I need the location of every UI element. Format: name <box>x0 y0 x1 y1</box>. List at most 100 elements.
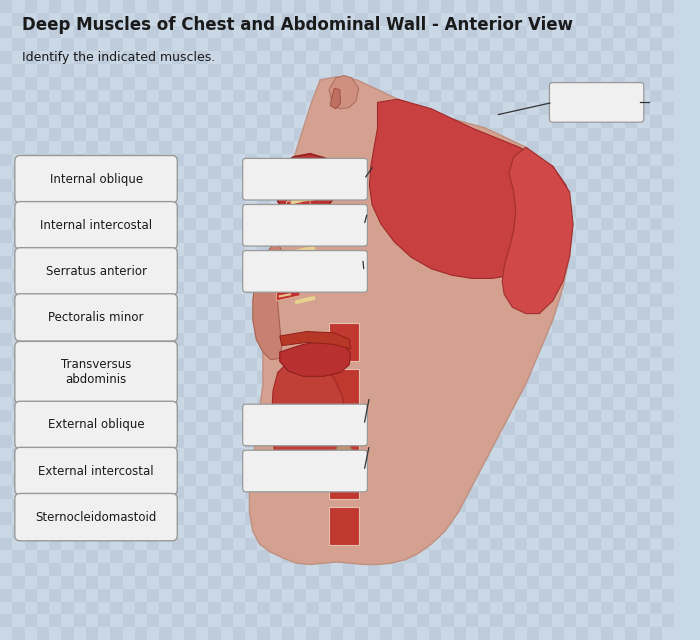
Bar <box>625 474 638 486</box>
Bar <box>307 218 319 230</box>
Bar <box>539 179 552 192</box>
Bar <box>160 218 172 230</box>
Bar <box>441 256 454 269</box>
Bar <box>184 128 196 141</box>
Bar <box>638 448 650 461</box>
Bar <box>13 218 25 230</box>
Bar <box>466 525 478 538</box>
Bar <box>111 627 122 640</box>
Bar <box>416 205 429 218</box>
Bar <box>331 486 343 499</box>
Bar <box>552 474 564 486</box>
Bar <box>147 115 160 128</box>
Bar <box>49 102 62 115</box>
Bar <box>650 320 662 333</box>
Bar <box>209 512 220 525</box>
Bar <box>613 115 625 128</box>
Bar <box>282 589 294 602</box>
Bar <box>490 602 503 614</box>
Bar <box>49 26 62 38</box>
Bar <box>74 576 86 589</box>
Bar <box>613 512 625 525</box>
Bar <box>380 602 392 614</box>
Bar <box>503 230 514 243</box>
Bar <box>329 415 358 453</box>
Bar <box>613 384 625 397</box>
Bar <box>527 192 539 205</box>
Bar <box>270 26 282 38</box>
Bar <box>343 205 356 218</box>
Bar <box>638 422 650 435</box>
Bar <box>625 243 638 256</box>
Bar <box>98 294 111 307</box>
Bar <box>25 614 37 627</box>
Bar <box>37 371 49 384</box>
Bar <box>160 576 172 589</box>
Bar <box>196 230 209 243</box>
Bar <box>331 358 343 371</box>
Bar <box>405 294 416 307</box>
Bar <box>122 371 135 384</box>
Bar <box>196 307 209 320</box>
Bar <box>147 550 160 563</box>
Text: Identify the indicated muscles.: Identify the indicated muscles. <box>22 51 215 64</box>
Bar <box>588 192 601 205</box>
Bar <box>405 538 416 550</box>
Bar <box>588 230 601 243</box>
Bar <box>220 64 233 77</box>
Bar <box>318 256 331 269</box>
Bar <box>13 371 25 384</box>
Bar <box>74 102 86 115</box>
Bar <box>588 218 601 230</box>
Bar <box>25 77 37 90</box>
Bar <box>539 422 552 435</box>
Bar <box>307 576 319 589</box>
Polygon shape <box>502 147 573 314</box>
Bar <box>601 218 613 230</box>
Bar <box>49 589 62 602</box>
Bar <box>282 205 294 218</box>
Bar <box>294 282 307 294</box>
Bar <box>184 422 196 435</box>
Bar <box>343 141 356 154</box>
Bar <box>527 550 539 563</box>
Bar <box>539 448 552 461</box>
Bar <box>172 525 184 538</box>
Bar <box>527 90 539 102</box>
Bar <box>209 243 220 256</box>
Bar <box>490 320 503 333</box>
Bar <box>638 538 650 550</box>
Bar <box>650 0 662 13</box>
Bar <box>184 77 196 90</box>
Bar <box>13 320 25 333</box>
Bar <box>147 38 160 51</box>
Bar <box>356 64 368 77</box>
Bar <box>392 499 405 512</box>
Bar <box>552 154 564 166</box>
Bar <box>209 102 220 115</box>
Bar <box>220 115 233 128</box>
Bar <box>294 307 307 320</box>
Bar <box>588 627 601 640</box>
Bar <box>650 499 662 512</box>
Bar <box>601 602 613 614</box>
Bar <box>122 346 135 358</box>
Bar <box>514 346 527 358</box>
Bar <box>318 205 331 218</box>
Bar <box>356 371 368 384</box>
Bar <box>86 550 98 563</box>
Bar <box>392 90 405 102</box>
Bar <box>172 397 184 410</box>
Bar <box>514 243 527 256</box>
Bar <box>416 77 429 90</box>
Bar <box>662 269 674 282</box>
Bar <box>111 205 122 218</box>
Bar <box>25 256 37 269</box>
Bar <box>13 550 25 563</box>
FancyBboxPatch shape <box>243 251 368 292</box>
Bar <box>380 115 392 128</box>
Bar <box>650 346 662 358</box>
Bar <box>588 77 601 90</box>
Bar <box>135 307 147 320</box>
Bar <box>331 102 343 115</box>
